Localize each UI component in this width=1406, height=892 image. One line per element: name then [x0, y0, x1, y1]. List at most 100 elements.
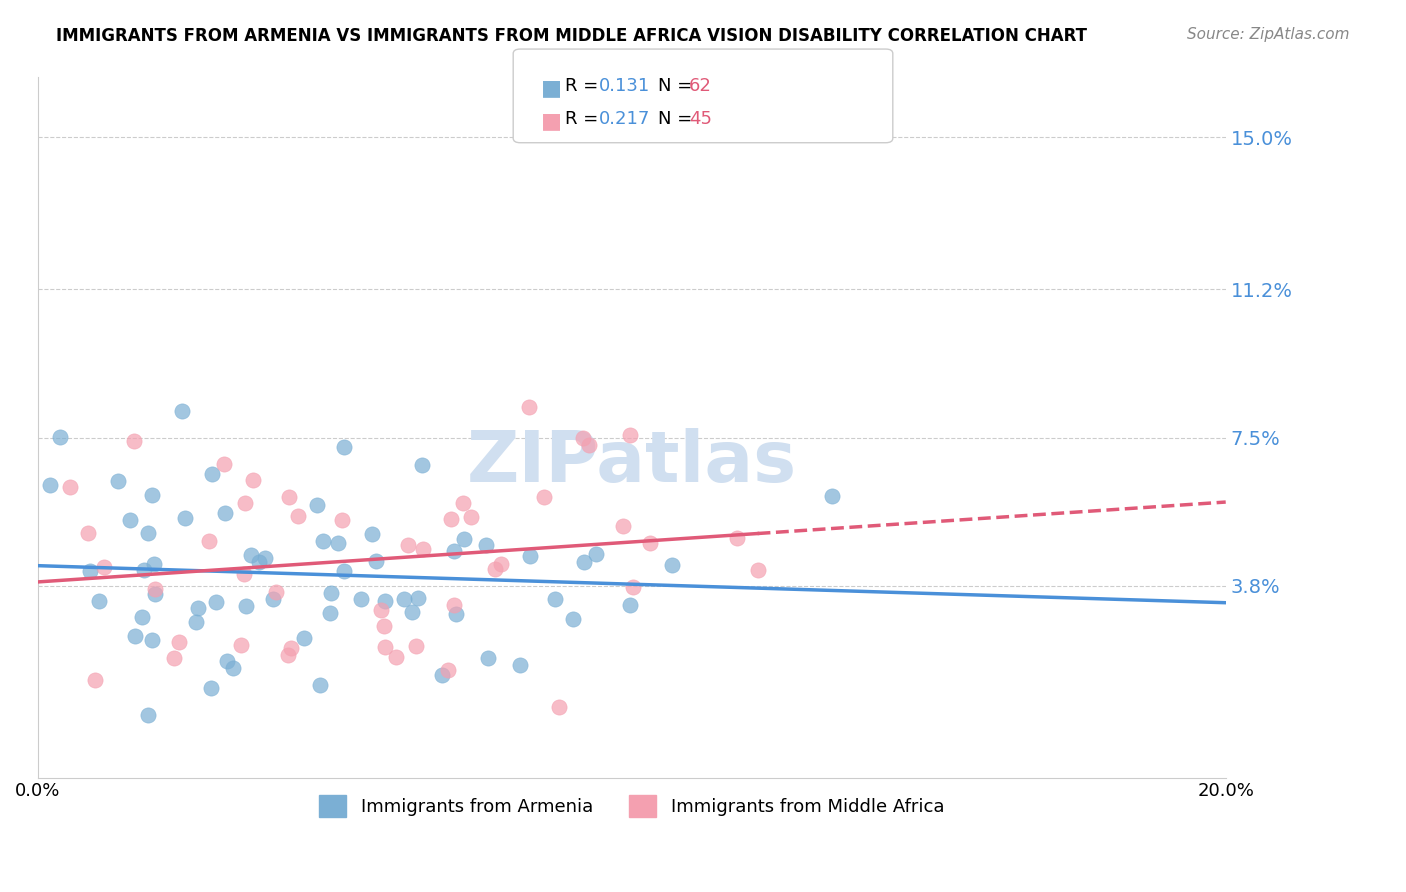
Point — [612, 518, 634, 533]
Point — [443, 544, 465, 558]
Point — [141, 632, 163, 647]
Point — [385, 649, 408, 664]
Text: ZIPatlas: ZIPatlas — [467, 428, 797, 497]
Point — [533, 490, 555, 504]
Point — [307, 498, 329, 512]
Point — [233, 496, 256, 510]
Point — [242, 473, 264, 487]
Point — [172, 404, 194, 418]
Text: ■: ■ — [541, 112, 562, 131]
Point — [821, 489, 844, 503]
Point — [364, 554, 387, 568]
Point — [373, 640, 395, 655]
Point — [163, 651, 186, 665]
Point — [571, 431, 593, 445]
Point — [509, 657, 531, 672]
Point — [280, 640, 302, 655]
Text: R =: R = — [565, 110, 605, 128]
Point — [222, 661, 245, 675]
Point — [212, 457, 235, 471]
Point — [444, 607, 467, 621]
Point — [312, 534, 335, 549]
Point — [141, 488, 163, 502]
Point — [142, 557, 165, 571]
Text: 0.131: 0.131 — [599, 77, 650, 95]
Point — [79, 564, 101, 578]
Point — [254, 550, 277, 565]
Point — [232, 567, 254, 582]
Point — [517, 400, 540, 414]
Point — [107, 474, 129, 488]
Point — [585, 547, 607, 561]
Point — [292, 632, 315, 646]
Point — [84, 673, 107, 687]
Point — [287, 509, 309, 524]
Point — [262, 592, 284, 607]
Point — [143, 587, 166, 601]
Point — [394, 592, 416, 607]
Point — [561, 612, 583, 626]
Point — [93, 559, 115, 574]
Text: IMMIGRANTS FROM ARMENIA VS IMMIGRANTS FROM MIDDLE AFRICA VISION DISABILITY CORRE: IMMIGRANTS FROM ARMENIA VS IMMIGRANTS FR… — [56, 27, 1087, 45]
Point — [200, 681, 222, 695]
Point — [48, 430, 70, 444]
Point — [124, 629, 146, 643]
Point — [519, 549, 541, 563]
Point — [59, 480, 82, 494]
Point — [217, 653, 239, 667]
Point — [235, 599, 257, 613]
Text: ■: ■ — [541, 78, 562, 98]
Point — [39, 478, 62, 492]
Point — [197, 533, 219, 548]
Point — [460, 509, 482, 524]
Point — [374, 593, 396, 607]
Text: 45: 45 — [689, 110, 711, 128]
Point — [396, 538, 419, 552]
Point — [131, 609, 153, 624]
Point — [76, 526, 98, 541]
Point — [143, 582, 166, 596]
Point — [725, 531, 748, 545]
Point — [578, 438, 600, 452]
Point — [333, 564, 356, 578]
Point — [548, 700, 571, 714]
Text: 62: 62 — [689, 77, 711, 95]
Point — [361, 527, 384, 541]
Point — [572, 556, 595, 570]
Point — [321, 586, 343, 600]
Point — [437, 663, 460, 677]
Point — [453, 533, 475, 547]
Point — [174, 511, 197, 525]
Point — [411, 458, 433, 472]
Point — [122, 434, 145, 449]
Point — [373, 619, 395, 633]
Point — [277, 491, 299, 505]
Point — [214, 507, 236, 521]
Point — [186, 600, 208, 615]
Text: 0.217: 0.217 — [599, 110, 651, 128]
Point — [475, 538, 498, 552]
Point — [439, 512, 461, 526]
Legend: Immigrants from Armenia, Immigrants from Middle Africa: Immigrants from Armenia, Immigrants from… — [312, 788, 952, 824]
Point — [619, 427, 641, 442]
Point — [205, 595, 228, 609]
Point — [87, 594, 110, 608]
Point — [132, 564, 155, 578]
Text: R =: R = — [565, 77, 605, 95]
Point — [326, 536, 349, 550]
Point — [489, 558, 512, 572]
Point — [330, 512, 353, 526]
Point — [136, 707, 159, 722]
Point — [350, 592, 373, 607]
Point — [136, 526, 159, 541]
Point — [412, 541, 434, 556]
Point — [405, 639, 427, 653]
Point — [370, 603, 392, 617]
Point — [406, 591, 429, 605]
Point — [619, 598, 641, 612]
Point — [621, 581, 644, 595]
Text: N =: N = — [658, 110, 697, 128]
Point — [661, 558, 683, 572]
Point — [318, 606, 340, 620]
Point — [544, 591, 567, 606]
